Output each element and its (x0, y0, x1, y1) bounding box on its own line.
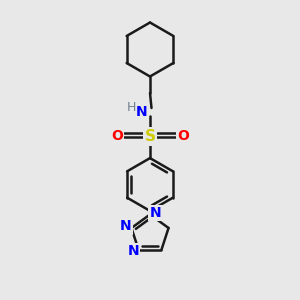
Text: O: O (111, 130, 123, 143)
Text: N: N (127, 244, 139, 258)
Text: O: O (177, 130, 189, 143)
Text: N: N (136, 106, 147, 119)
Text: H: H (127, 100, 136, 114)
Text: S: S (145, 129, 155, 144)
Text: N: N (120, 220, 132, 233)
Text: N: N (150, 206, 161, 220)
